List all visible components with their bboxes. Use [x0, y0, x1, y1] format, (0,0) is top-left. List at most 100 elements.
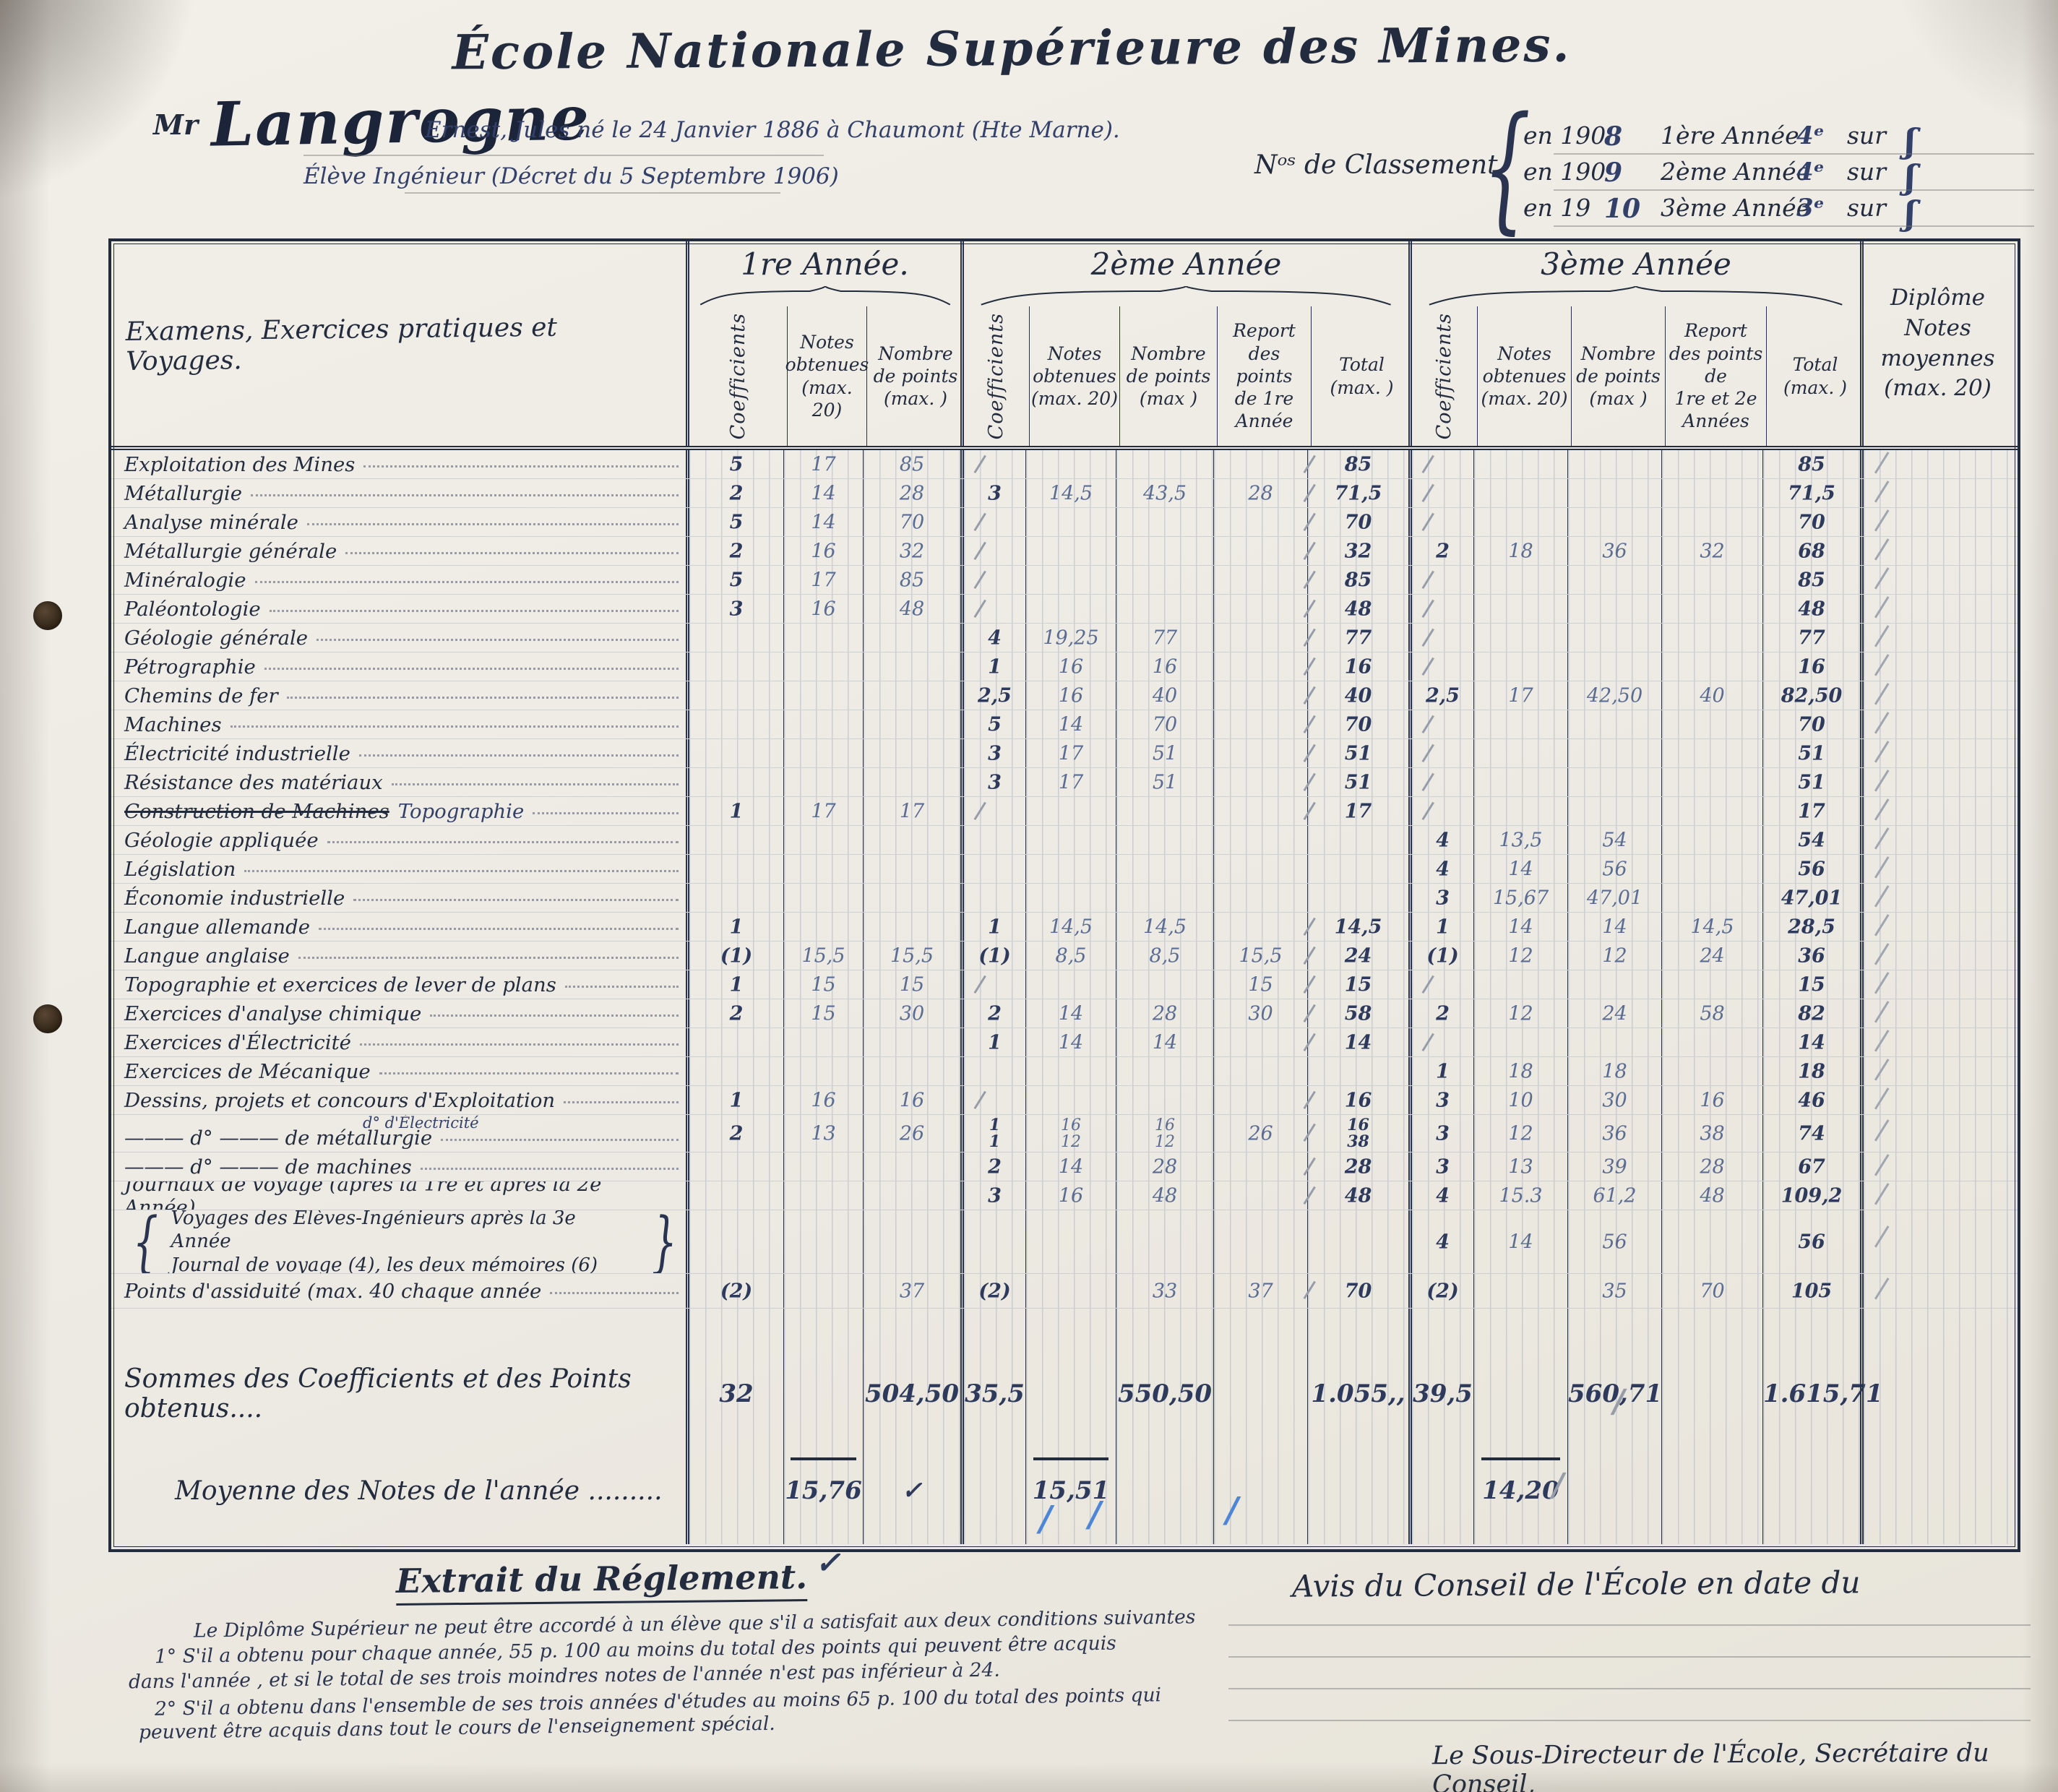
sur-label: sur — [1847, 158, 1886, 186]
label-line: Pétrographie — [124, 655, 686, 679]
value-t3: 77 — [1798, 626, 1825, 649]
value-r3: 58 — [1700, 1002, 1725, 1025]
dotted-leader — [359, 1042, 679, 1046]
cell-n1 — [783, 739, 863, 767]
cell-r2 — [1213, 739, 1307, 767]
cell-c3: 4 — [1408, 1210, 1473, 1273]
cell-n1 — [783, 1057, 863, 1085]
dotted-leader — [264, 666, 679, 670]
row-label: Langue anglaise — [124, 944, 290, 968]
table-row: Langue anglaise (1) 15,5 15,5 (1) 8,5 8,5 15,5 2… — [111, 942, 2018, 970]
cell-c3: (1) — [1408, 942, 1473, 970]
cell-label: Sommes des Coefficients et des Points ob… — [111, 1351, 686, 1437]
value-n2: 8,5 — [1055, 944, 1087, 967]
cell-c2 — [960, 1309, 1025, 1351]
cell-n2 — [1025, 855, 1116, 883]
cell-c3 — [1408, 450, 1473, 478]
cell-c1: (1) — [686, 942, 783, 970]
pencil-hatch-icon — [1874, 1225, 1890, 1248]
row-label: Métallurgie — [124, 481, 242, 505]
row-label: Voyages des Élèves-Ingénieurs après la 3… — [171, 1210, 576, 1253]
cell-r3 — [1661, 797, 1762, 825]
cell-p2 — [1116, 884, 1213, 912]
pencil-tick-icon — [1421, 975, 1434, 994]
value-r2: 26 — [1248, 1122, 1273, 1145]
cell-dip — [1860, 826, 2012, 854]
cell-n2 — [1025, 508, 1116, 536]
cell-c2: 4 — [960, 624, 1025, 652]
cell-p3: 42,50 — [1567, 681, 1661, 710]
row-label: Législation — [124, 857, 236, 881]
value-c3: (1) — [1426, 944, 1459, 967]
table-row: Métallurgie générale 2 16 32 32 2 18 36 32 68 — [111, 537, 2018, 566]
dotted-leader — [533, 811, 679, 814]
cell-dip — [1860, 768, 2012, 796]
year-digit: 9 — [1604, 158, 1623, 188]
cell-p1 — [863, 1153, 960, 1181]
value-p2: 33 — [1152, 1280, 1178, 1302]
pencil-hatch-icon — [1874, 624, 1890, 647]
value-c1: 5 — [729, 569, 744, 591]
cell-n2 — [1025, 884, 1116, 912]
value-c3: 3 — [1436, 1155, 1450, 1178]
cell-n3 — [1473, 1028, 1567, 1056]
cell-p2: 51 — [1116, 768, 1213, 796]
cell-c3 — [1408, 595, 1473, 623]
table-row: Pétrographie 1 16 16 16 16 — [111, 652, 2018, 681]
brace-label-lines: Voyages des Élèves-Ingénieurs après la 3… — [171, 1210, 640, 1273]
dotted-leader — [286, 695, 679, 699]
cell-r3 — [1661, 1351, 1762, 1437]
pencil-hatch-icon — [1874, 451, 1890, 473]
cell-n3 — [1473, 508, 1567, 536]
value-r3: 28 — [1700, 1155, 1725, 1178]
dotted-leader — [251, 493, 679, 496]
cell-c1 — [686, 624, 783, 652]
cell-c3 — [1408, 710, 1473, 738]
cell-t3: 14 — [1762, 1028, 1860, 1056]
cell-n3: 15,67 — [1473, 884, 1567, 912]
value-n3: 14 — [1508, 1231, 1533, 1253]
row-label: Paléontologie — [124, 597, 261, 621]
cell-p1 — [863, 739, 960, 767]
pencil-tick-icon — [973, 975, 986, 994]
ruled-line — [1228, 1656, 2031, 1658]
value-r3: 24 — [1700, 944, 1725, 967]
dotted-leader — [550, 1291, 679, 1294]
value-p3: 47,01 — [1586, 887, 1643, 909]
value-c3: 2 — [1436, 1002, 1450, 1025]
cell-n2 — [1025, 1274, 1116, 1308]
signature-line: Le Sous-Directeur de l'École, Secrétaire… — [1431, 1739, 1989, 1792]
cell-t3: 109,2 — [1762, 1181, 1860, 1210]
cell-t2: 77 — [1303, 624, 1408, 652]
cell-t2: 16 — [1303, 1086, 1408, 1114]
cell-label: Dessins, projets et concours d'Exploitat… — [111, 1086, 686, 1114]
pencil-tick-icon — [973, 1090, 986, 1109]
cell-n1: 15 — [783, 970, 863, 999]
cell-dip — [1860, 855, 2012, 883]
cell-r2 — [1213, 913, 1307, 941]
cell-c1 — [686, 1057, 783, 1085]
dotted-leader — [430, 1013, 679, 1017]
cell-p1: 26 — [863, 1115, 960, 1152]
value-p3: 36 — [1602, 540, 1627, 562]
cell-c2 — [960, 1057, 1025, 1085]
year1-header: 1re Année. Coefficients Notes obtenues (… — [686, 241, 960, 446]
rank-value: 3ᵉ — [1796, 194, 1825, 223]
pencil-tick-icon — [1421, 512, 1434, 531]
value-p3: 42,50 — [1586, 684, 1643, 707]
cell-r3: 70 — [1661, 1274, 1762, 1308]
cell-p3: 14 — [1567, 913, 1661, 941]
value-t3: 70 — [1798, 713, 1825, 736]
sur-label: sur — [1847, 194, 1886, 222]
pencil-hatch-icon — [1874, 653, 1890, 676]
cell-p3 — [1567, 1309, 1661, 1351]
dotted-leader — [319, 926, 679, 930]
cell-dip — [1860, 1153, 2012, 1181]
cell-p2: 28 — [1116, 999, 1213, 1028]
value-c2: 4 — [988, 626, 1002, 649]
year-printed: en 19 — [1523, 194, 1591, 222]
cell-t3: 18 — [1762, 1057, 1860, 1085]
value-t3: 68 — [1798, 540, 1825, 562]
cell-p2: 8,5 — [1116, 942, 1213, 970]
ruled-line — [1554, 189, 2034, 191]
